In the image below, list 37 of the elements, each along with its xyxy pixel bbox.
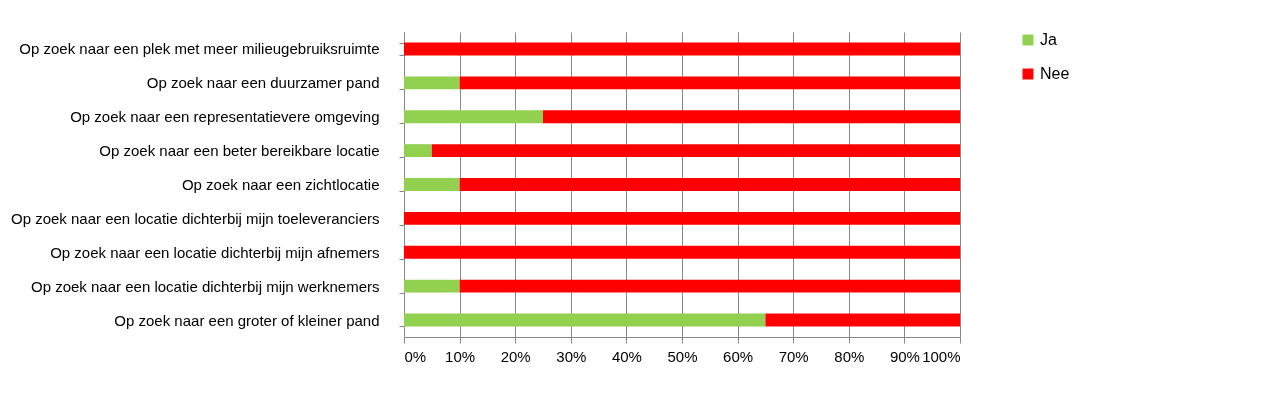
x-tick-label: 50% — [667, 347, 698, 365]
y-tick-label: Op zoek naar een locatie dichterbij mijn toeleveranciers — [10, 209, 380, 227]
x-tick-label: 20% — [500, 347, 531, 365]
bar — [404, 76, 460, 90]
bar — [459, 76, 960, 90]
x-tick-label: 30% — [556, 347, 587, 365]
x-tick-label: 100% — [922, 347, 961, 365]
x-tick-label: 40% — [611, 347, 642, 365]
bar — [404, 144, 432, 158]
bar — [459, 279, 960, 293]
bar — [404, 42, 960, 56]
x-tick-label: 80% — [834, 347, 865, 365]
bar — [404, 211, 960, 225]
x-tick-label: 0% — [404, 347, 427, 365]
bar — [765, 313, 960, 327]
bar — [404, 110, 543, 124]
y-tick-label: Op zoek naar een beter bereikbare locatie — [99, 142, 380, 160]
bar — [404, 313, 766, 327]
y-tick-label: Op zoek naar een representatievere omgeving — [70, 108, 380, 126]
legend-label: Nee — [1040, 65, 1070, 82]
y-tick-label: Op zoek naar een locatie dichterbij mijn afnemers — [50, 243, 380, 261]
x-tick-label: 90% — [889, 347, 920, 365]
y-tick-label: Op zoek naar een zichtlocatie — [181, 176, 380, 193]
x-tick-label: 60% — [723, 347, 754, 365]
y-tick-label: Op zoek naar een locatie dichterbij mijn werknemers — [31, 277, 380, 295]
bar — [404, 279, 460, 293]
y-tick-label: Op zoek naar een duurzamer pand — [146, 74, 380, 92]
bar — [459, 178, 960, 191]
legend-label: Ja — [1040, 31, 1057, 48]
bar — [404, 178, 460, 191]
bar — [431, 144, 960, 158]
x-tick-label: 10% — [445, 347, 476, 365]
y-tick-label: Op zoek naar een groter of kleiner pand — [114, 311, 380, 329]
bar — [404, 245, 960, 259]
x-tick-label: 70% — [778, 347, 809, 365]
bar — [543, 110, 960, 124]
y-tick-label: Op zoek naar een plek met meer milieugebruiksruimte — [19, 40, 380, 58]
